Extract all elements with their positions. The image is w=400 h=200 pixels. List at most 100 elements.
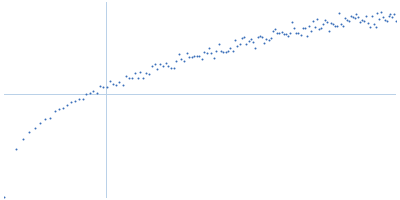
Point [194,55,200,58]
Point [140,76,146,79]
Point [259,36,265,39]
Point [332,24,338,27]
Point [361,19,367,22]
Point [353,12,360,15]
Point [178,58,184,61]
Point [165,65,172,68]
Point [196,55,202,58]
Point [13,148,19,151]
Point [230,49,236,52]
Point [330,22,336,25]
Point [344,19,350,22]
Point [338,23,344,26]
Point [90,90,96,93]
Point [162,62,169,65]
Point [137,70,144,74]
Point [389,16,396,19]
Point [391,12,397,15]
Point [60,107,66,110]
Point [393,20,399,23]
Point [220,50,226,54]
Point [241,36,247,39]
Point [168,67,174,70]
Point [94,92,100,95]
Point [181,60,187,63]
Point [278,30,285,33]
Point [170,66,177,70]
Point [299,27,306,30]
Point [128,77,135,80]
Point [252,46,259,50]
Point [20,137,26,140]
Point [64,104,70,107]
Point [368,14,375,17]
Point [367,25,373,29]
Point [285,35,291,38]
Point [208,52,214,55]
Point [326,29,332,33]
Point [336,12,342,15]
Point [359,18,366,22]
Point [232,38,238,42]
Point [206,47,212,50]
Point [374,11,380,15]
Point [386,15,392,18]
Point [107,79,113,82]
Point [201,50,207,54]
Point [104,85,110,88]
Point [250,40,256,44]
Point [348,14,354,18]
Point [268,37,274,40]
Point [234,45,240,48]
Point [365,22,371,25]
Point [363,15,369,18]
Point [76,98,82,101]
Point [26,130,33,133]
Point [47,116,53,119]
Point [134,77,141,80]
Point [376,17,382,21]
Point [293,31,300,35]
Point [188,55,195,59]
Point [357,20,364,23]
Point [314,17,320,20]
Point [83,93,90,96]
Point [355,16,362,19]
Point [380,16,386,19]
Point [349,16,356,19]
Point [100,86,107,89]
Point [32,126,38,129]
Point [372,25,379,28]
Point [37,121,44,124]
Point [132,71,138,74]
Point [79,98,86,101]
Point [270,29,276,33]
Point [351,16,358,19]
Point [295,32,302,35]
Point [334,25,340,28]
Point [146,72,152,75]
Point [122,75,129,78]
Point [306,25,312,28]
Point [56,107,62,111]
Point [280,33,287,36]
Point [225,50,231,53]
Point [297,33,304,36]
Point [198,58,205,61]
Point [183,51,190,54]
Point [283,32,289,36]
Point [42,117,48,120]
Point [254,36,261,39]
Point [97,84,103,87]
Point [263,37,270,41]
Point [272,28,278,31]
Point [186,56,192,59]
Point [113,84,120,87]
Point [342,16,348,20]
Point [110,82,116,85]
Point [215,42,222,45]
Point [143,71,150,75]
Point [239,37,245,40]
Point [291,26,298,29]
Point [68,100,74,104]
